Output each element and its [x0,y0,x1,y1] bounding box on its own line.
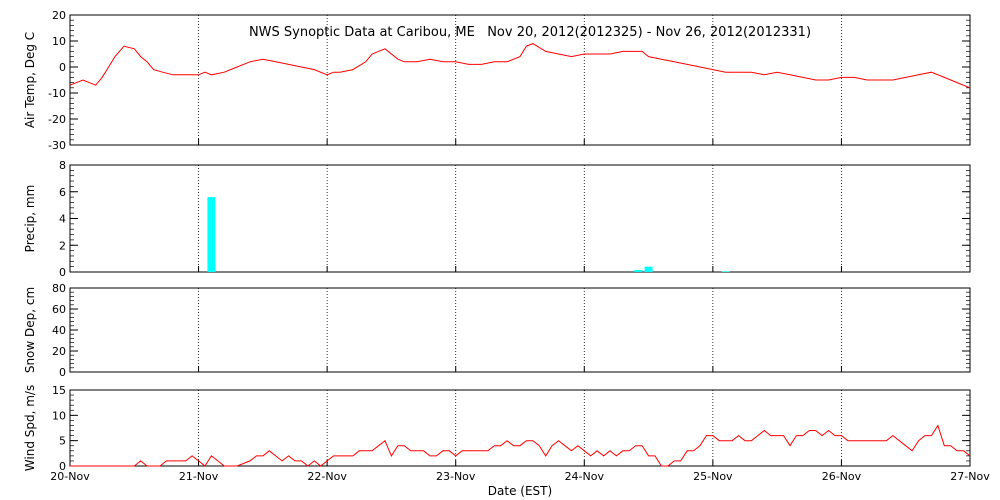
x-tick-label: 21-Nov [179,470,219,483]
panel-air_temp: -30 -20 -10 0 10 20 Air Temp, Deg C [23,9,971,152]
y-tick-label: 20 [52,9,66,22]
y-axis-label: Wind Spd, m/s [23,385,37,471]
y-tick-label: 5 [59,435,66,448]
panel-frame [69,389,971,467]
y-tick-label: -10 [48,87,66,100]
y-tick-label: 10 [52,409,66,422]
y-axis-label: Precip, mm [23,185,37,253]
x-tick-label: 26-Nov [822,470,862,483]
panels: -30 -20 -10 0 10 20 Air Temp, Deg C 0 2 4 6 8 Precip… [23,9,990,483]
x-axis-label: Date (EST) [488,484,552,498]
series-line-wind_speed [70,424,971,467]
y-tick-label: 2 [59,239,66,252]
y-tick-label: 80 [52,282,66,295]
panel-frame [69,14,971,146]
y-tick-label: 40 [52,324,66,337]
x-tick-label: 22-Nov [307,470,347,483]
panel-frame [69,164,971,273]
y-tick-label: 0 [59,266,66,279]
chart-title: NWS Synoptic Data at Caribou, ME Nov 20,… [249,25,811,40]
x-tick-label: 24-Nov [565,470,605,483]
x-tick-label: 25-Nov [693,470,733,483]
x-tick-label: 27-Nov [950,470,990,483]
y-axis-label: Air Temp, Deg C [23,32,37,128]
panel-frame [69,287,971,373]
y-tick-label: 0 [59,460,66,473]
series-line-air_temp [69,43,971,89]
precip-bar [644,266,653,272]
x-tick-label: 23-Nov [436,470,476,483]
y-tick-label: 20 [52,345,66,358]
y-tick-label: 10 [52,35,66,48]
panel-precip: 0 2 4 6 8 Precip, mm [23,159,971,279]
precip-bar [721,271,730,272]
y-tick-label: 4 [59,213,66,226]
precip-bar [207,197,216,272]
y-tick-label: -20 [48,113,66,126]
panel-snow_depth: 0 20 40 60 80 Snow Dep, cm [23,282,971,379]
y-tick-label: 8 [59,159,66,172]
y-tick-label: 6 [59,186,66,199]
y-tick-label: 60 [52,303,66,316]
y-tick-label: 15 [52,384,66,397]
y-tick-label: 0 [59,61,66,74]
x-tick-label: 20-Nov [50,470,90,483]
y-axis-label: Snow Dep, cm [23,287,37,373]
precip-bar [634,269,643,272]
panel-wind_speed: 0 5 10 15 Wind Spd, m/s [23,384,971,473]
y-tick-label: 0 [59,366,66,379]
y-tick-label: -30 [48,139,66,152]
